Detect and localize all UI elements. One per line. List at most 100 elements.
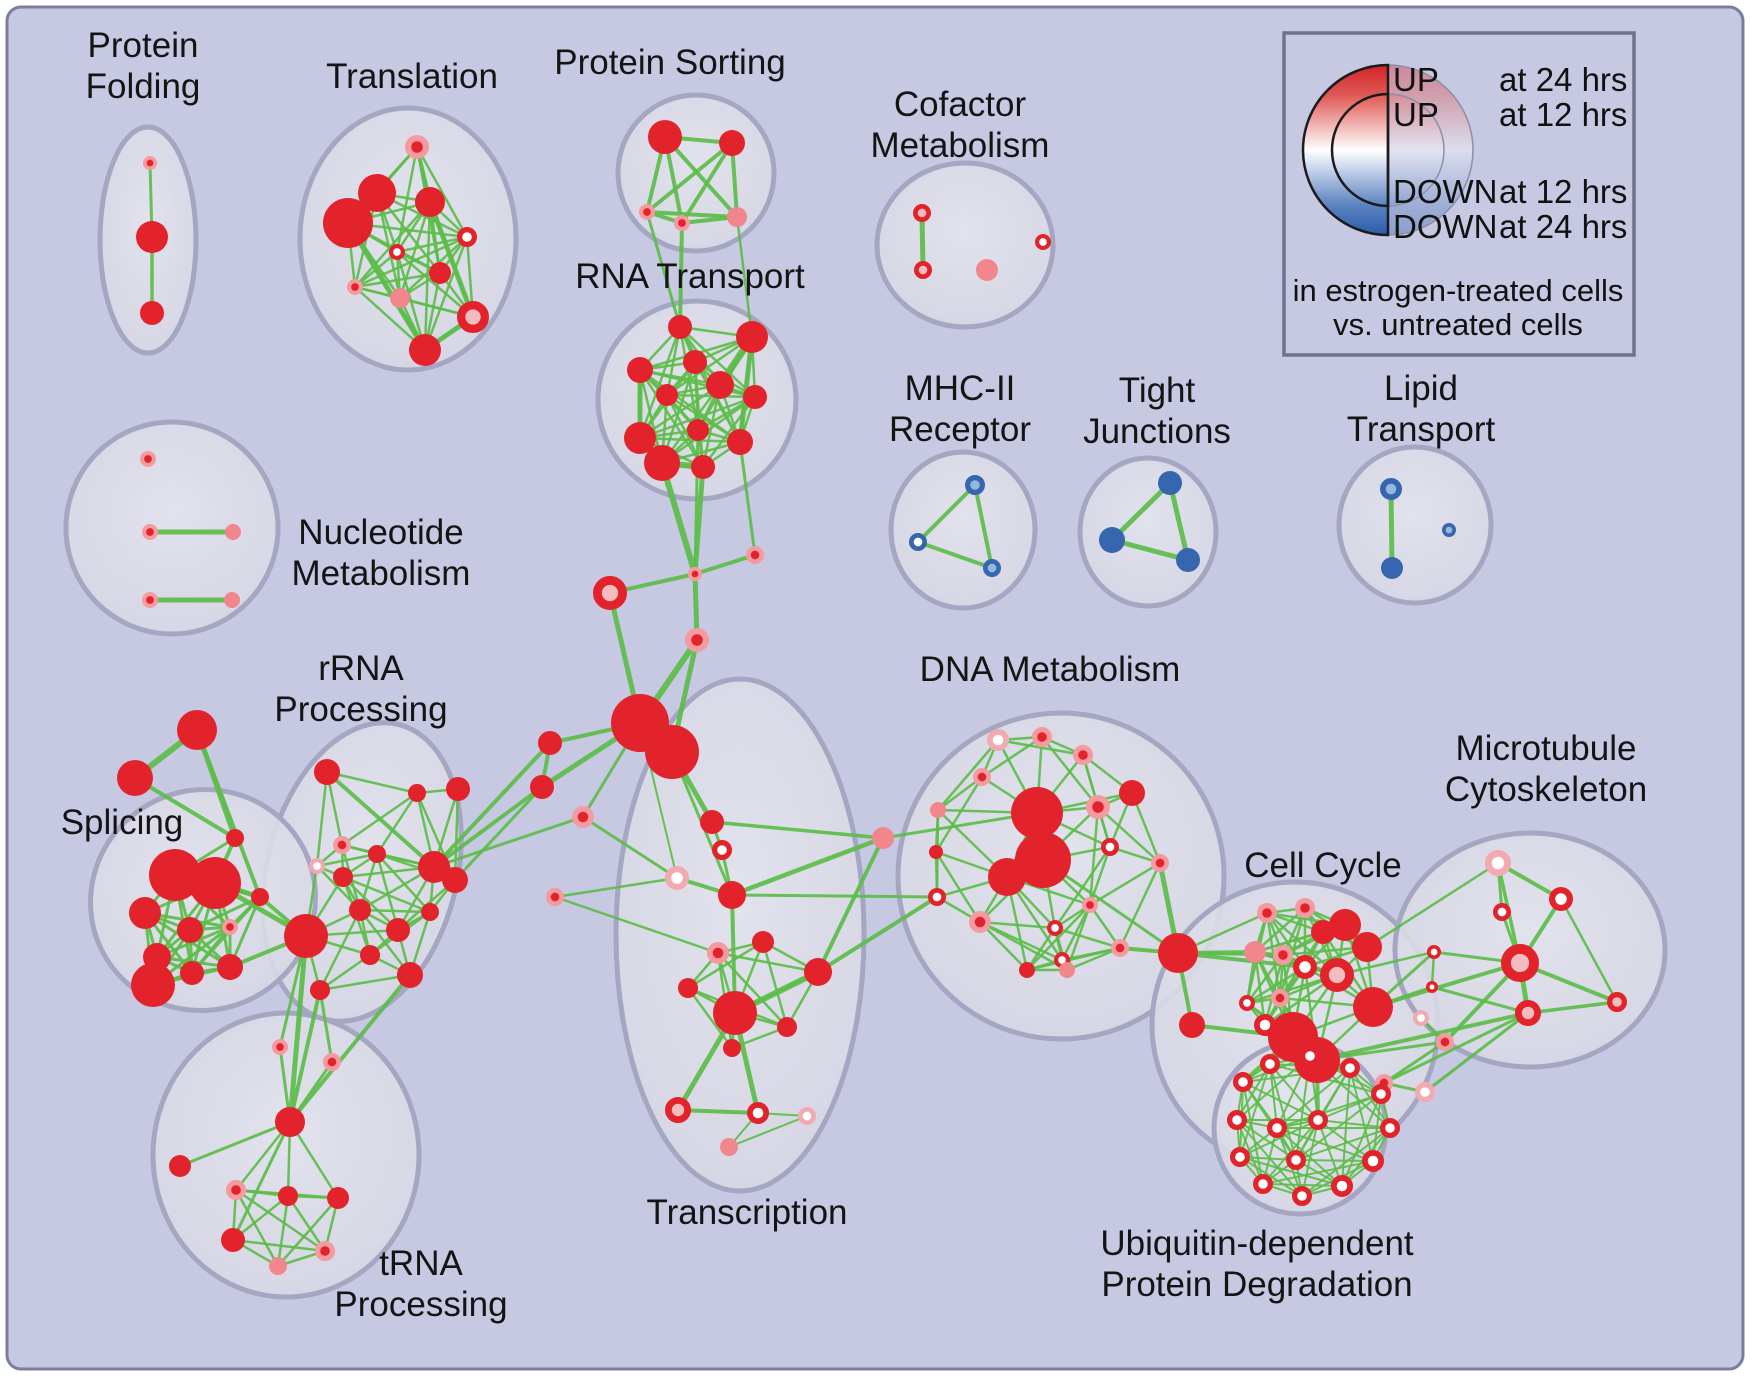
node-cc3 bbox=[1294, 897, 1315, 918]
cluster-label-protein-folding: Folding bbox=[86, 67, 201, 106]
node-lp1 bbox=[1381, 557, 1403, 579]
node-r3 bbox=[332, 836, 351, 855]
node-cc12 bbox=[1270, 989, 1289, 1008]
node-rt10 bbox=[644, 445, 680, 481]
node-d7 bbox=[1085, 794, 1110, 819]
node-mh2 bbox=[983, 559, 1002, 578]
node-cc5 bbox=[1352, 932, 1382, 962]
node-b5 bbox=[645, 725, 699, 779]
cluster-ellipse-trna-processing bbox=[150, 1010, 422, 1300]
cluster-label-translation: Translation bbox=[326, 57, 498, 96]
node-d8 bbox=[1119, 780, 1145, 806]
node-d20 bbox=[1019, 962, 1035, 978]
node-d0 bbox=[872, 827, 894, 849]
node-r0 bbox=[314, 759, 340, 785]
legend-time-label: at 24 hrs bbox=[1499, 61, 1627, 98]
node-m2 bbox=[1492, 903, 1511, 922]
node-m11 bbox=[1414, 1081, 1435, 1102]
node-s7 bbox=[180, 961, 204, 985]
node-tx3 bbox=[718, 881, 746, 909]
legend-caption: vs. untreated cells bbox=[1333, 307, 1583, 342]
node-t5 bbox=[388, 244, 405, 261]
node-nm2 bbox=[225, 524, 241, 540]
node-r9 bbox=[386, 918, 410, 942]
node-tx10 bbox=[723, 1039, 741, 1057]
node-cc8 bbox=[1272, 944, 1293, 965]
node-d21 bbox=[1059, 962, 1075, 978]
cluster-label-nucleotide-metabolism: Nucleotide bbox=[298, 513, 463, 552]
node-nm4 bbox=[224, 592, 240, 608]
legend-direction-label: UP bbox=[1393, 96, 1439, 133]
node-lp2 bbox=[1441, 523, 1456, 538]
node-u6 bbox=[1361, 1149, 1384, 1172]
node-m1 bbox=[1548, 886, 1573, 911]
node-u14 bbox=[1285, 1149, 1306, 1170]
node-cc0 bbox=[1158, 933, 1198, 973]
node-r12 bbox=[284, 914, 328, 958]
node-s8 bbox=[217, 954, 243, 980]
cluster-label-cofactor-metabolism: Metabolism bbox=[871, 126, 1050, 165]
node-u0 bbox=[1232, 1071, 1253, 1092]
node-d12 bbox=[929, 845, 943, 859]
node-s0 bbox=[149, 849, 201, 901]
cluster-label-mhc-ii-receptor: Receptor bbox=[889, 410, 1031, 449]
node-rt7 bbox=[624, 422, 656, 454]
node-cc14 bbox=[1353, 987, 1393, 1027]
node-u5 bbox=[1379, 1117, 1400, 1138]
node-cc10 bbox=[1320, 957, 1355, 992]
node-r14 bbox=[397, 962, 423, 988]
node-m3 bbox=[1426, 945, 1441, 960]
node-tx7 bbox=[713, 991, 757, 1035]
legend-box bbox=[1282, 31, 1636, 357]
node-cc9 bbox=[1292, 954, 1317, 979]
node-d9 bbox=[1011, 787, 1063, 839]
node-cc11 bbox=[1238, 995, 1255, 1012]
cluster-label-tight-junctions: Tight bbox=[1119, 371, 1196, 410]
node-d14 bbox=[1150, 854, 1169, 873]
node-d19 bbox=[1110, 939, 1129, 958]
cluster-label-lipid-transport: Transport bbox=[1347, 410, 1496, 449]
node-pf2 bbox=[140, 301, 164, 325]
node-u13 bbox=[1307, 1109, 1328, 1130]
node-mh1 bbox=[909, 533, 928, 552]
node-u2 bbox=[1299, 1045, 1320, 1066]
node-nm1 bbox=[142, 524, 159, 541]
node-nm0 bbox=[140, 450, 157, 467]
node-d11 bbox=[988, 858, 1026, 896]
node-r17 bbox=[271, 1038, 288, 1055]
cluster-label-rrna-processing: Processing bbox=[274, 690, 447, 729]
node-t2 bbox=[415, 187, 445, 217]
node-t6 bbox=[429, 262, 451, 284]
node-t4 bbox=[457, 227, 478, 248]
node-rt0 bbox=[668, 315, 692, 339]
node-t7 bbox=[346, 278, 363, 295]
node-cf3 bbox=[1034, 234, 1051, 251]
cluster-label-protein-sorting: Protein Sorting bbox=[554, 43, 786, 82]
legend-direction-label: UP bbox=[1393, 61, 1439, 98]
node-t8 bbox=[390, 288, 410, 308]
node-ps4 bbox=[727, 207, 747, 227]
node-tj2 bbox=[1176, 548, 1200, 572]
node-tr3 bbox=[278, 1186, 298, 1206]
node-r7 bbox=[418, 851, 450, 883]
node-d6 bbox=[930, 802, 946, 818]
node-tx4 bbox=[752, 931, 774, 953]
node-u7 bbox=[1330, 1174, 1353, 1197]
legend-ring-inner-faded-icon bbox=[1387, 93, 1445, 207]
node-b7 bbox=[530, 775, 554, 799]
node-tx6 bbox=[678, 978, 698, 998]
node-t3 bbox=[323, 198, 373, 248]
node-d16 bbox=[1046, 920, 1063, 937]
node-m4 bbox=[1426, 981, 1438, 993]
node-r8 bbox=[349, 899, 371, 921]
node-u3 bbox=[1339, 1057, 1360, 1078]
node-rt5 bbox=[743, 385, 767, 409]
legend-ring-inner-icon bbox=[1330, 92, 1390, 208]
cluster-label-transcription: Transcription bbox=[647, 1193, 848, 1232]
node-tx8 bbox=[777, 1017, 797, 1037]
node-d3 bbox=[1031, 726, 1052, 747]
node-mh0 bbox=[964, 475, 985, 496]
cluster-label-trna-processing: tRNA bbox=[379, 1244, 463, 1283]
node-r11 bbox=[442, 867, 468, 893]
